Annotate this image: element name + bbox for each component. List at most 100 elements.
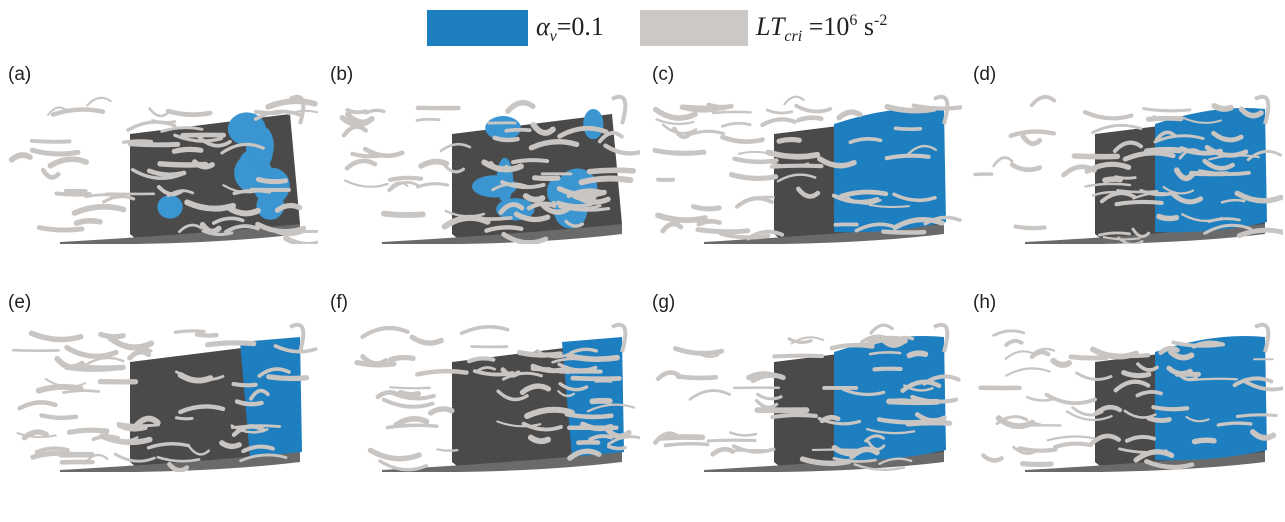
- vortex: [390, 178, 421, 180]
- vortex: [1237, 415, 1276, 417]
- vortex: [20, 402, 56, 408]
- vortex: [417, 371, 466, 374]
- vortex: [237, 401, 261, 404]
- vortex: [380, 461, 426, 470]
- vortex: [888, 400, 909, 401]
- tip-vortex: [612, 97, 625, 124]
- vortex: [660, 437, 702, 438]
- vortex: [31, 333, 80, 339]
- vortex: [708, 440, 755, 441]
- vortex: [665, 444, 707, 446]
- vortex: [370, 450, 419, 458]
- panel: (b): [322, 64, 642, 294]
- vortex: [1032, 97, 1055, 105]
- vortex: [1074, 156, 1117, 157]
- vortex: [694, 207, 720, 209]
- vortex: [197, 335, 216, 336]
- cavity: [834, 336, 946, 460]
- vortex: [983, 455, 1001, 460]
- vortex: [388, 425, 437, 427]
- vortex: [1105, 179, 1120, 180]
- vortex: [1085, 112, 1131, 118]
- vortex: [690, 391, 730, 400]
- vortex: [1218, 423, 1251, 425]
- vortex: [69, 430, 106, 432]
- cavity-blob: [497, 158, 514, 203]
- vortex: [839, 112, 860, 118]
- vortex: [513, 160, 547, 162]
- vortex: [417, 119, 439, 120]
- vortex: [87, 98, 111, 106]
- vortex: [130, 352, 149, 358]
- vortex: [1159, 217, 1176, 219]
- vortex: [1149, 418, 1169, 420]
- vortex: [344, 127, 366, 136]
- vortex: [1144, 109, 1190, 111]
- vortex: [1214, 106, 1230, 109]
- vortex: [104, 196, 134, 201]
- panel: (a): [0, 64, 320, 294]
- vortex: [678, 377, 716, 378]
- vortex: [994, 331, 1024, 336]
- cavity: [240, 337, 302, 457]
- vortex: [1071, 357, 1106, 358]
- legend-sup: -2: [874, 12, 887, 29]
- flow-render: [965, 312, 1283, 472]
- vortex: [1191, 379, 1237, 380]
- panel: (e): [0, 292, 320, 522]
- vortex: [592, 401, 609, 402]
- vortex: [77, 221, 100, 223]
- vortex: [495, 138, 518, 140]
- vortex: [798, 118, 821, 120]
- vortex: [737, 198, 772, 206]
- vortex: [86, 195, 116, 197]
- vortex: [13, 350, 58, 351]
- vortex: [268, 101, 315, 107]
- panel: (c): [644, 64, 964, 294]
- vortex: [391, 357, 413, 359]
- legend-swatch-blue: [427, 10, 528, 46]
- vortex: [589, 170, 633, 171]
- vortex: [887, 156, 929, 159]
- vortex: [437, 449, 457, 450]
- vortex: [1006, 341, 1021, 345]
- panel-label: (e): [8, 292, 31, 314]
- legend-symbol: α: [536, 12, 550, 41]
- vortex: [1148, 118, 1181, 119]
- panel-label: (g): [652, 292, 675, 314]
- vortex: [347, 110, 365, 112]
- panel: (d): [965, 64, 1285, 294]
- vortex: [914, 106, 962, 109]
- vortex: [722, 137, 762, 142]
- flow-render: [0, 84, 318, 244]
- vortex: [1023, 136, 1040, 144]
- panel-label: (c): [652, 64, 674, 86]
- cavity: [834, 108, 946, 232]
- vortex: [57, 193, 90, 194]
- vortex: [53, 109, 103, 114]
- vortex: [384, 400, 433, 407]
- vortex: [520, 353, 561, 356]
- vortex: [67, 348, 116, 357]
- vortex: [994, 158, 1013, 166]
- vortex: [431, 409, 452, 413]
- vortex: [1194, 440, 1214, 441]
- vortex: [909, 353, 925, 355]
- vortex: [784, 97, 803, 104]
- panel-label: (h): [973, 292, 996, 314]
- panel-label: (a): [8, 64, 31, 86]
- vortex: [722, 123, 750, 126]
- vortex: [767, 110, 792, 113]
- legend-sub: v: [550, 28, 557, 45]
- vortex: [57, 359, 82, 367]
- vortex: [124, 141, 152, 142]
- vortex: [418, 184, 448, 187]
- panel-label: (b): [330, 64, 353, 86]
- vortex: [1124, 373, 1149, 376]
- legend-value: =10: [802, 12, 849, 41]
- flow-render: [965, 84, 1283, 244]
- vortex: [43, 170, 58, 177]
- vortex: [352, 154, 382, 156]
- vortex: [874, 369, 900, 370]
- vortex: [412, 337, 441, 343]
